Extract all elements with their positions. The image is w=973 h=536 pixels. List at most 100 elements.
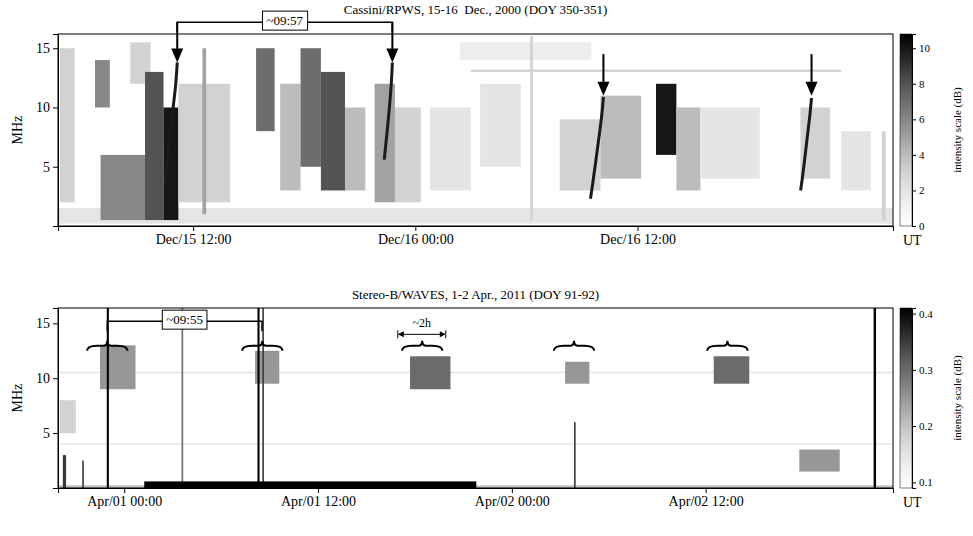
interval-label: ~09:55 <box>166 312 203 327</box>
y-axis: 5 10 15 <box>36 309 59 489</box>
cell <box>301 48 321 167</box>
tick-mark <box>912 190 916 191</box>
cell <box>60 48 75 202</box>
label-box <box>162 310 207 329</box>
interval-label: ~09:57 <box>266 13 303 28</box>
span-head <box>398 331 404 337</box>
plot-background <box>58 308 893 488</box>
bracket <box>554 341 594 351</box>
panel: Stereo-B/WAVES, 1-2 Apr., 2011 (DOY 91-9… <box>10 287 964 510</box>
arrow-head <box>386 48 398 62</box>
cell <box>202 48 206 214</box>
plot-area <box>58 308 893 488</box>
tick: 0.2 <box>912 420 933 432</box>
cell <box>82 461 84 488</box>
cell <box>321 72 345 191</box>
arrow-shaft <box>602 54 604 85</box>
span-label: ~2h <box>413 316 432 330</box>
bracket <box>402 341 442 351</box>
axis-line <box>59 489 894 494</box>
tick-label: 15 <box>36 316 50 331</box>
y-axis: 5 10 15 <box>36 35 59 227</box>
tick: 10 <box>36 371 58 386</box>
cell <box>799 450 839 472</box>
tick-mark <box>912 155 916 156</box>
span-line <box>400 334 444 335</box>
tick-label: 10 <box>919 42 931 54</box>
colorbar-axis: 0.1 0.2 0.3 0.4 <box>912 308 933 489</box>
chart-title: Stereo-B/WAVES, 1-2 Apr., 2011 (DOY 91-9… <box>352 287 599 302</box>
emission-arc <box>590 97 603 199</box>
cell <box>257 308 259 488</box>
tick-mark <box>912 84 916 85</box>
annotations: ~09:57 <box>171 11 817 95</box>
cell <box>345 107 365 190</box>
arrow <box>806 54 818 95</box>
cell <box>95 60 110 107</box>
interval: ~09:55 <box>107 310 262 331</box>
tick: 5 <box>43 160 58 175</box>
axis-line <box>53 35 59 227</box>
arrow-head <box>171 48 183 62</box>
tick-label: 0.4 <box>919 308 933 320</box>
tick: 0.1 <box>912 476 933 488</box>
cell <box>58 372 893 374</box>
span: ~2h <box>398 316 446 338</box>
cell <box>144 481 476 488</box>
tick: 15 <box>36 41 58 56</box>
emission-arc <box>801 98 812 190</box>
cell <box>101 155 145 220</box>
colorbar-title: intensity scale (dB) <box>951 355 964 441</box>
tick-label: Apr/02 12:00 <box>669 494 744 509</box>
tick: 8 <box>912 78 925 90</box>
cell <box>410 356 450 389</box>
y-axis-title: MHz <box>10 384 25 413</box>
tick-mark <box>912 119 916 120</box>
cell <box>145 72 164 220</box>
cell <box>874 308 876 488</box>
tick: 15 <box>36 316 58 331</box>
emission-arc <box>165 62 177 188</box>
tick-mark <box>53 48 58 49</box>
axis-line <box>913 309 917 489</box>
x-axis: Dec/15 12:00Dec/16 00:00Dec/16 12:00 <box>59 226 894 247</box>
tick-label: Dec/16 12:00 <box>600 232 676 247</box>
plot-background <box>58 34 893 226</box>
tick: 0.4 <box>912 308 933 320</box>
arrow-head <box>597 82 609 96</box>
cell <box>107 308 109 488</box>
tick-mark <box>415 226 416 231</box>
axis-line <box>59 227 894 232</box>
tick-label: Apr/01 12:00 <box>281 494 356 509</box>
x-axis-title: UT <box>903 233 922 248</box>
tick-mark <box>912 226 916 227</box>
tick-label: 10 <box>36 100 50 115</box>
tick-mark <box>53 378 58 379</box>
bracket <box>707 341 747 351</box>
tick-label: 5 <box>43 426 50 441</box>
cell <box>430 107 471 190</box>
tick-label: 2 <box>919 184 925 196</box>
interval: ~09:57 <box>177 11 392 32</box>
bracket <box>87 341 127 351</box>
colorbar <box>900 34 912 226</box>
cell <box>600 96 641 179</box>
span-cap <box>397 330 398 338</box>
cell <box>100 345 136 389</box>
tick-mark <box>318 488 319 493</box>
tick: 10 <box>36 100 58 115</box>
figure: Cassini/RPWS, 15-16 Dec., 2000 (DOY 350-… <box>0 0 973 536</box>
tick-mark <box>512 488 513 493</box>
arrow-shaft <box>811 54 813 85</box>
tick-label: 15 <box>36 41 50 56</box>
tick-label: 0.3 <box>919 364 933 376</box>
tick: Dec/16 12:00 <box>600 226 676 247</box>
cell <box>471 70 841 72</box>
colorbar-title: intensity scale (dB) <box>951 87 964 173</box>
cell <box>676 107 700 190</box>
cell <box>700 107 759 178</box>
tick-mark <box>706 488 707 493</box>
tick: Apr/01 12:00 <box>281 488 356 509</box>
cell <box>60 400 76 433</box>
tick-mark <box>912 482 916 483</box>
